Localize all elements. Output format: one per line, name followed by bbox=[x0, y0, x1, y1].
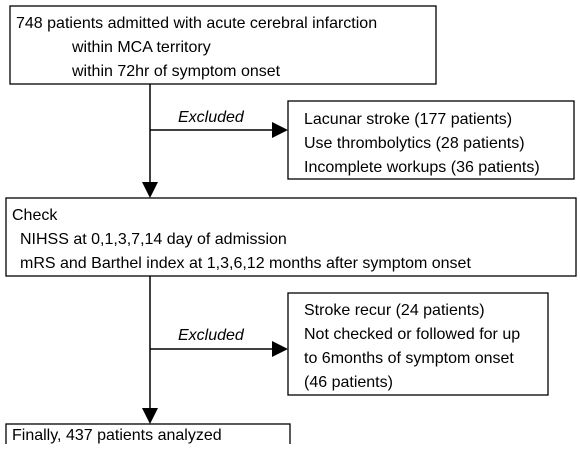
box bbox=[9, 5, 437, 85]
node-text: Stroke recur (24 patients) bbox=[304, 302, 485, 319]
arrowhead bbox=[272, 122, 288, 138]
node-text: Lacunar stroke (177 patients) bbox=[304, 111, 512, 128]
edge-label: Excluded bbox=[178, 109, 245, 126]
node-text: to 6months of symptom onset bbox=[304, 350, 514, 367]
node-text: NIHSS at 0,1,3,7,14 day of admission bbox=[20, 231, 287, 248]
node-text: Not checked or followed for up bbox=[304, 326, 520, 343]
box bbox=[287, 292, 549, 396]
node-text: within MCA territory bbox=[71, 39, 211, 56]
node-text: Use thrombolytics (28 patients) bbox=[304, 135, 525, 152]
node-text: 748 patients admitted with acute cerebra… bbox=[16, 15, 377, 32]
edge-label: Excluded bbox=[178, 327, 245, 344]
arrowhead bbox=[142, 182, 158, 198]
node-text: (46 patients) bbox=[304, 374, 393, 391]
node-text: Incomplete workups (36 patients) bbox=[304, 159, 540, 176]
node-text: Check bbox=[12, 207, 58, 224]
node-text: Finally, 437 patients analyzed bbox=[12, 427, 222, 444]
arrowhead bbox=[142, 408, 158, 424]
box bbox=[5, 197, 577, 277]
node-text: within 72hr of symptom onset bbox=[71, 63, 281, 80]
node-text: mRS and Barthel index at 1,3,6,12 months… bbox=[20, 255, 471, 272]
box bbox=[287, 100, 575, 180]
arrowhead bbox=[272, 341, 288, 357]
